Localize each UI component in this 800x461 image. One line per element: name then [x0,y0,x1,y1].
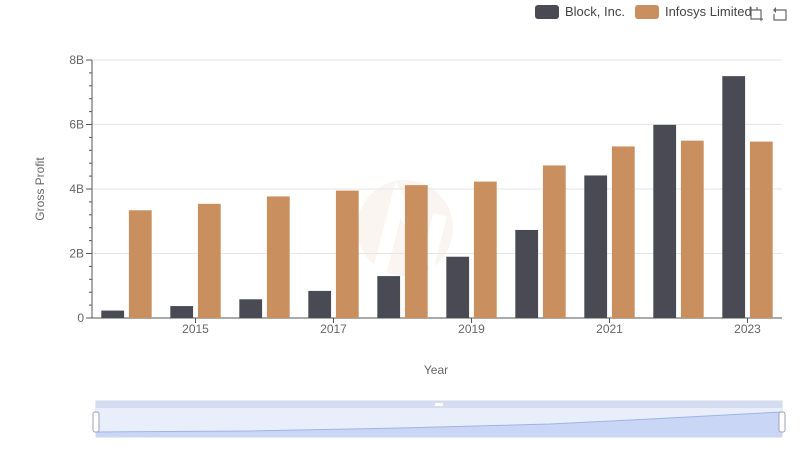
y-tick-label: 4B [69,182,84,196]
bar-block-2018 [377,276,401,318]
slider-handle-right[interactable] [778,411,786,433]
restore-icon[interactable] [772,6,788,22]
bar-block-2017 [308,290,332,318]
x-tick-label: 2023 [734,322,761,336]
x-tick-label: 2021 [596,322,623,336]
legend-swatch-block [535,4,559,19]
bar-block-2019 [446,256,470,318]
bar-infosys-2022 [680,140,704,318]
y-axis: 0 2B 4B 6B 8B [69,53,93,325]
zoom-icon[interactable] [748,6,764,22]
bar-block-2015 [170,306,194,318]
slider-preview-line [95,411,783,433]
bar-infosys-2021 [611,146,635,318]
bar-infosys-2018 [404,185,428,318]
bar-infosys-2014 [128,210,152,318]
y-tick-label: 0 [77,311,84,325]
x-tick-label: 2019 [458,322,485,336]
y-tick-label: 2B [69,247,84,261]
bar-infosys-2015 [197,203,221,318]
y-tick-label: 8B [69,53,84,67]
bar-block-2021 [584,175,608,318]
legend: Block, Inc. Infosys Limited [535,4,752,19]
x-axis-label: Year [424,363,448,377]
slider-handle-left[interactable] [92,411,100,433]
bar-block-2014 [101,310,125,318]
toolbox [748,6,788,22]
legend-swatch-infosys [634,4,659,19]
legend-label-infosys: Infosys Limited [664,4,752,19]
x-axis: 2015 2017 2019 2021 2023 [92,317,782,336]
y-axis-label: Gross Profit [33,157,47,221]
bar-block-2022 [653,124,677,318]
slider-drag-handle[interactable] [435,403,443,406]
legend-item-infosys[interactable]: Infosys Limited [634,4,752,19]
legend-item-block[interactable]: Block, Inc. [535,4,625,19]
y-tick-label: 6B [69,118,84,132]
bar-infosys-2019 [473,181,497,318]
data-zoom-slider[interactable] [92,400,786,438]
bar-infosys-2016 [266,196,290,318]
legend-label-block: Block, Inc. [565,4,625,19]
bar-block-2020 [515,229,539,318]
bar-infosys-2020 [542,165,566,318]
bar-block-2023 [722,76,746,318]
x-tick-label: 2015 [182,322,209,336]
bar-infosys-2017 [335,190,359,318]
bar-infosys-2023 [749,141,773,318]
bars [101,76,773,318]
x-tick-label: 2017 [320,322,347,336]
bar-block-2016 [239,299,263,318]
